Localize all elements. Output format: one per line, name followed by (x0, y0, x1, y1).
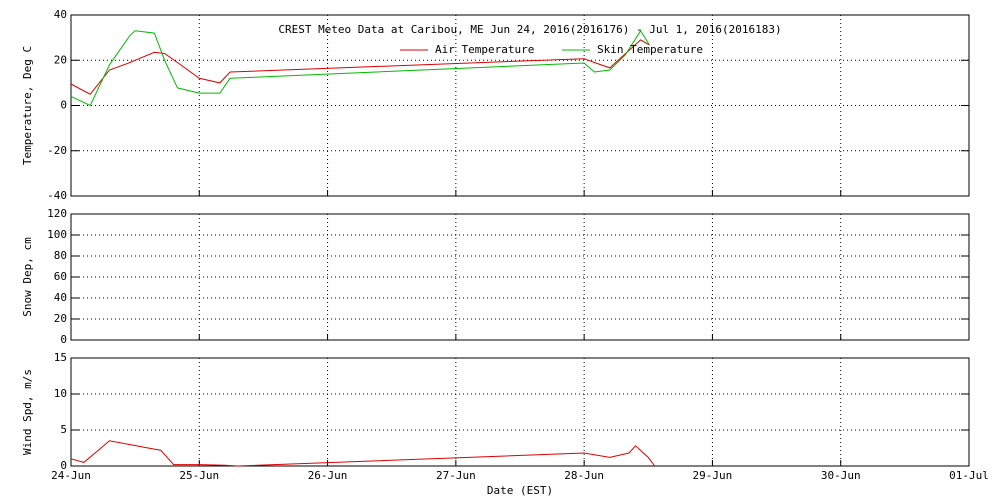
plot-frame (70, 213, 970, 341)
x-tick-label: 28-Jun (564, 469, 604, 482)
y-tick-label: 40 (54, 291, 67, 304)
y-tick-label: 120 (47, 207, 67, 220)
x-axis-label: Date (EST) (487, 484, 553, 497)
plot-frame (70, 14, 970, 197)
series-line (70, 29, 651, 107)
series-line (70, 440, 656, 467)
plot-frame (70, 357, 970, 467)
y-axis-label: Wind Spd, m/s (21, 369, 34, 455)
y-tick-label: 10 (54, 387, 67, 400)
x-tick-label: 27-Jun (436, 469, 476, 482)
x-tick-label: 26-Jun (308, 469, 348, 482)
legend-label: Skin Temperature (597, 43, 703, 56)
y-tick-label: -40 (47, 189, 67, 202)
chart-title: CREST Meteo Data at Caribou, ME Jun 24, … (278, 23, 781, 36)
series-line (70, 39, 650, 95)
x-tick-label: 25-Jun (179, 469, 219, 482)
y-tick-label: 15 (54, 351, 67, 364)
y-tick-label: 20 (54, 312, 67, 325)
y-tick-label: 5 (60, 423, 67, 436)
y-tick-label: 100 (47, 228, 67, 241)
y-tick-label: -20 (47, 144, 67, 157)
legend-label: Air Temperature (435, 43, 534, 56)
x-tick-label: 29-Jun (693, 469, 733, 482)
y-tick-label: 0 (60, 333, 67, 346)
x-tick-label: 30-Jun (821, 469, 861, 482)
x-tick-label: 01-Jul (949, 469, 989, 482)
x-tick-label: 24-Jun (51, 469, 91, 482)
y-tick-label: 40 (54, 8, 67, 21)
y-tick-label: 0 (60, 459, 67, 472)
y-tick-label: 80 (54, 249, 67, 262)
y-axis-label: Temperature, Deg C (21, 46, 34, 165)
y-tick-label: 0 (60, 99, 67, 112)
y-tick-label: 20 (54, 53, 67, 66)
y-axis-label: Snow Dep, cm (21, 237, 34, 317)
y-tick-label: 60 (54, 270, 67, 283)
